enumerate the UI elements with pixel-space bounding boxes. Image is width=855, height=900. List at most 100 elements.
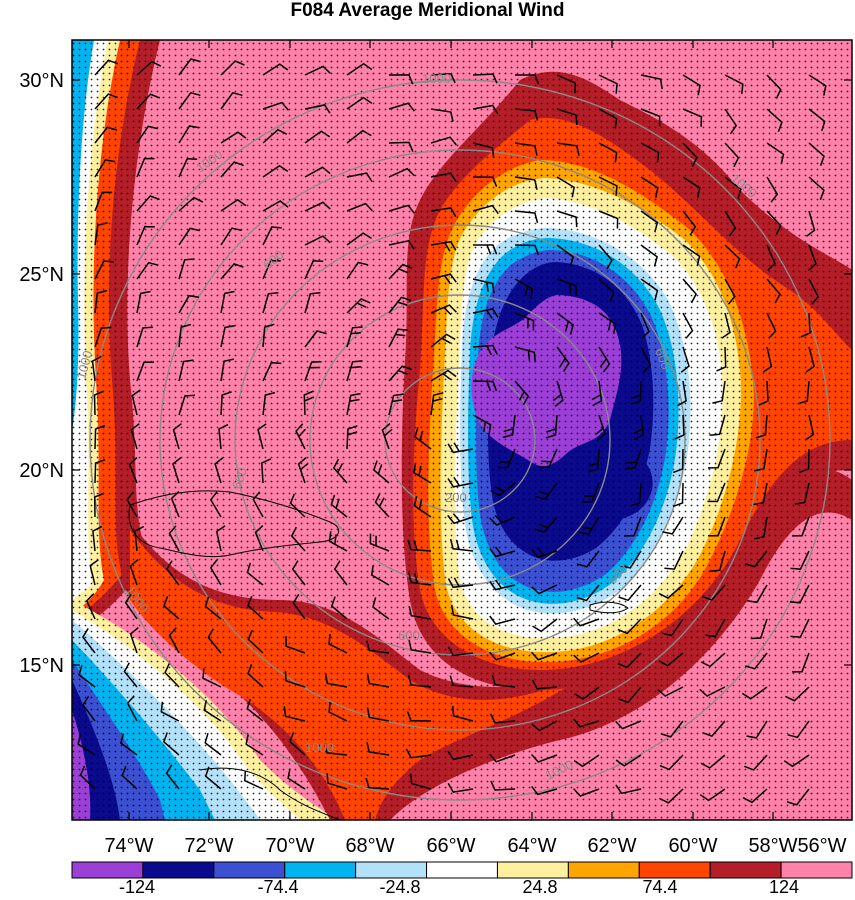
wind-barb — [556, 244, 574, 267]
wind-barb — [136, 125, 159, 144]
wind-barb — [716, 346, 727, 372]
wind-barb — [447, 513, 474, 525]
wind-barb — [808, 278, 820, 305]
wind-barb — [134, 525, 145, 552]
wind-barb — [413, 462, 432, 484]
wind-barb — [172, 423, 182, 450]
wind-barb — [136, 157, 155, 178]
isoline-label: 1000 — [73, 349, 95, 381]
wind-barb — [94, 260, 114, 280]
wind-barb — [758, 380, 769, 406]
wind-barb — [291, 560, 306, 586]
wind-barb — [165, 764, 180, 790]
wind-barb — [531, 584, 558, 595]
wind-barb — [573, 754, 600, 768]
colorbar-label: 24.8 — [522, 877, 557, 897]
wind-barb — [246, 698, 264, 722]
wind-barb — [808, 74, 827, 96]
wind-barb — [366, 673, 390, 688]
wind-barb — [372, 460, 390, 484]
lon-label-68w: 68°W — [345, 835, 394, 857]
wind-barb — [430, 273, 457, 285]
colorbar-swatch — [71, 861, 144, 879]
wind-barb — [514, 108, 539, 121]
wind-barb — [800, 312, 811, 338]
wind-barb — [514, 142, 538, 156]
wind-barb — [630, 380, 642, 406]
colorbar-swatch — [355, 861, 428, 879]
wind-barb — [262, 259, 281, 280]
wind-barb — [489, 546, 516, 558]
wind-barb — [82, 695, 96, 722]
wind-barb — [531, 720, 558, 732]
wind-barb — [808, 108, 826, 132]
wind-barb — [598, 312, 617, 334]
wind-barb — [766, 176, 779, 203]
colorbar-swatch — [142, 861, 215, 879]
wind-barb — [598, 108, 618, 129]
wind-barb — [247, 596, 264, 620]
wind-barb — [680, 346, 690, 373]
wind-barb — [682, 210, 697, 236]
isoline-label: 200 — [445, 490, 467, 505]
isoline-400 — [309, 294, 611, 586]
wind-barb — [163, 596, 180, 620]
wind-barb — [77, 734, 96, 756]
lon-label-62w: 62°W — [587, 835, 636, 857]
wind-barb — [287, 768, 306, 790]
wind-barb — [724, 176, 742, 199]
wind-barb — [164, 663, 180, 688]
wind-barb — [702, 720, 726, 737]
wind-barb — [640, 278, 659, 301]
wind-barb — [806, 210, 816, 237]
wind-barb — [136, 195, 160, 212]
wind-barb — [514, 210, 539, 223]
wind-barb — [798, 448, 810, 474]
wind-barb — [658, 584, 684, 600]
wind-barb — [753, 448, 768, 472]
wind-barb — [514, 244, 540, 256]
wind-barb — [787, 720, 810, 739]
wind-barb — [707, 516, 726, 537]
wind-barb — [556, 176, 575, 198]
colorbar-swatch — [426, 861, 498, 879]
wind-barb — [131, 389, 141, 416]
wind-barb — [682, 278, 698, 304]
wind-barb — [94, 191, 113, 212]
wind-barb — [535, 482, 558, 500]
wind-barb — [489, 615, 516, 625]
wind-barb — [245, 734, 264, 756]
wind-barb — [489, 514, 516, 526]
wind-barb — [531, 754, 558, 763]
wind-barb — [709, 550, 726, 573]
wind-barb — [410, 773, 432, 790]
wind-barb — [789, 584, 810, 604]
wind-barb — [618, 584, 642, 602]
wind-barb — [531, 651, 558, 661]
wind-barb — [388, 102, 415, 112]
wind-barb — [136, 361, 155, 382]
wind-barb — [178, 258, 195, 280]
wind-barb — [808, 176, 825, 200]
wind-barb — [534, 516, 558, 534]
wind-barb — [304, 201, 331, 212]
wind-barb — [170, 491, 180, 518]
wind-barb — [741, 686, 768, 700]
wind-barb — [92, 525, 103, 552]
wind-barb — [615, 754, 642, 767]
wind-barb — [447, 577, 474, 589]
lat-label-25n: 25°N — [19, 264, 64, 286]
wind-barb — [556, 142, 580, 156]
wind-barb — [220, 198, 247, 212]
wind-barb — [744, 550, 768, 568]
wind-barb — [515, 74, 540, 85]
wind-field: 1000 1000 1000 1000 1000 1000 600 600 60… — [72, 40, 852, 820]
wind-barb — [573, 652, 600, 663]
wind-barb — [598, 176, 618, 196]
wind-barb — [285, 636, 306, 654]
stipple-overlay — [72, 40, 852, 820]
wind-barb — [514, 380, 530, 406]
wind-barb — [700, 652, 726, 668]
wind-barb — [766, 210, 782, 235]
wind-barb — [623, 516, 642, 537]
